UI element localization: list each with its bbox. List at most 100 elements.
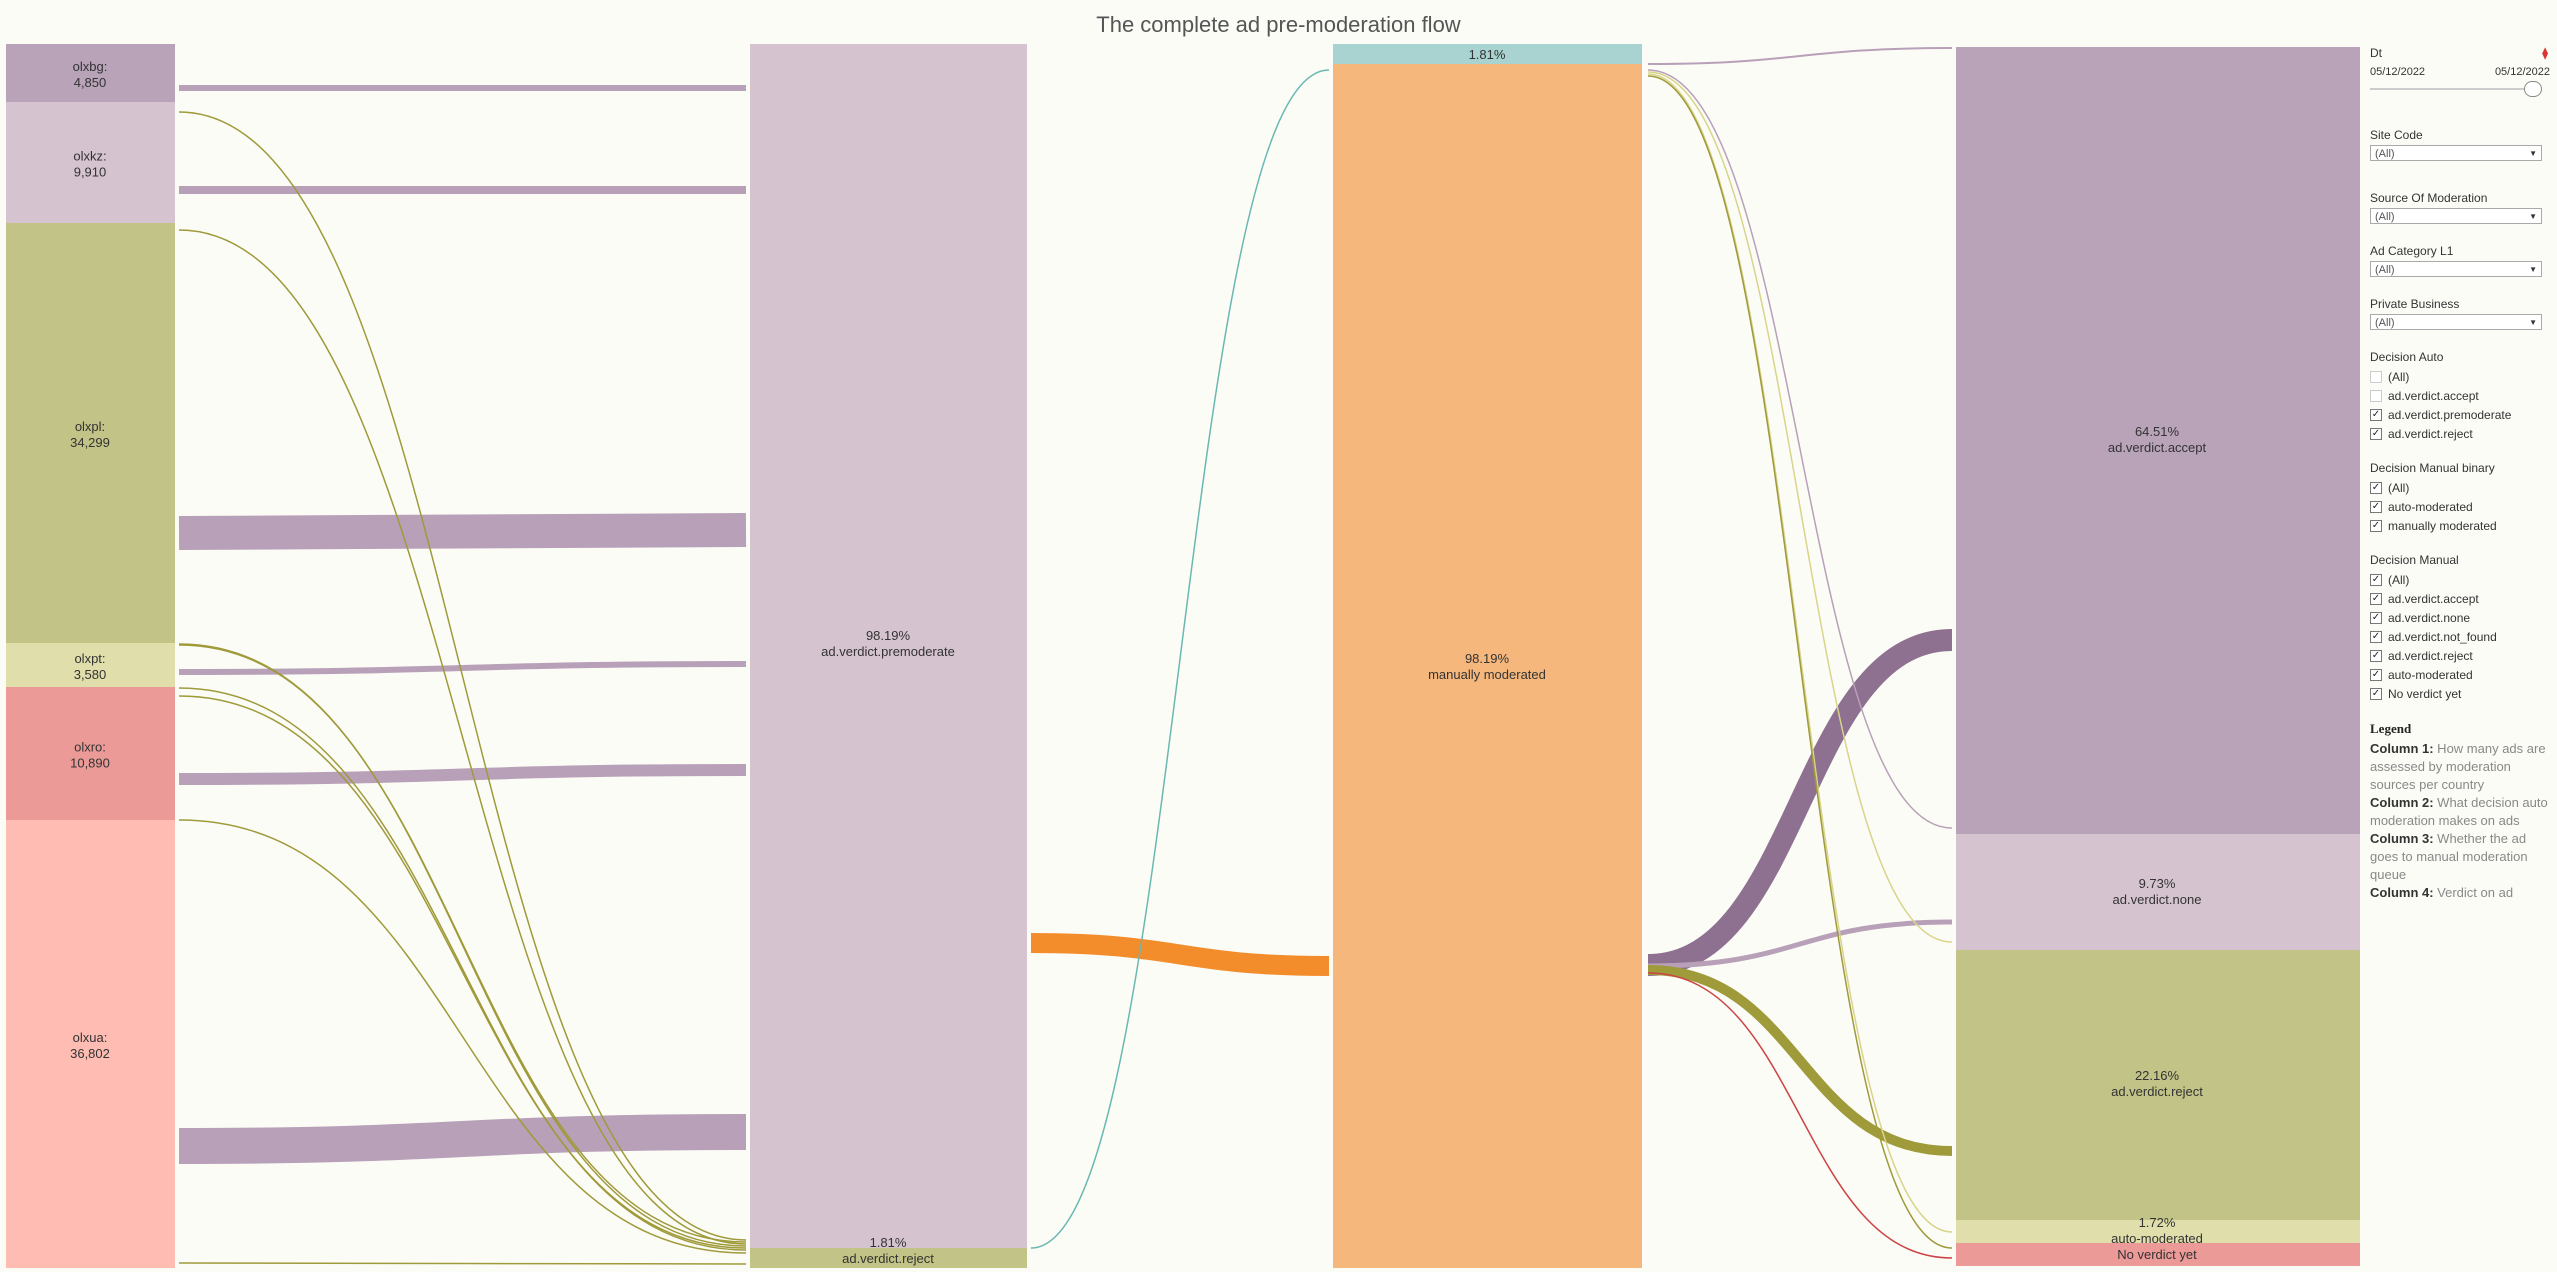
dt-slider-handle[interactable]	[2524, 81, 2542, 97]
node-label-none: 9.73% ad.verdict.none	[2113, 876, 2202, 907]
decision-manual-option[interactable]: ✓ No verdict yet	[2370, 684, 2550, 703]
source-of-moderation-label: Source Of Moderation	[2370, 191, 2488, 205]
link-reject-auto	[1030, 69, 1330, 1249]
decision-manual-option-label: ad.verdict.none	[2388, 610, 2471, 625]
decision-manual-option-label: ad.verdict.reject	[2388, 648, 2473, 663]
link-manual-reject	[1647, 965, 1953, 1156]
link-olxua-premoderate	[178, 1114, 747, 1164]
node-label-manually_moderated: 98.19% manually moderated	[1428, 651, 1546, 682]
checkbox-unchecked-icon[interactable]	[2370, 389, 2382, 402]
decision-manual-option[interactable]: ✓ ad.verdict.none	[2370, 608, 2550, 627]
link-country-reject	[178, 819, 747, 1254]
dt-filter: Dt ⧫ 05/12/2022 05/12/2022	[2370, 46, 2550, 128]
node-olxkz[interactable]	[6, 102, 175, 223]
site-code-dropdown[interactable]: (All) ▼	[2370, 145, 2542, 161]
decision-manual-binary-option-label: auto-moderated	[2388, 499, 2473, 514]
dropdown-arrow-icon: ▼	[2529, 318, 2537, 327]
node-reject_c4[interactable]	[1956, 950, 2360, 1220]
source-of-moderation-dropdown[interactable]: (All) ▼	[2370, 208, 2542, 224]
checkbox-checked-icon[interactable]: ✓	[2370, 427, 2382, 440]
decision-manual-option[interactable]: ✓ ad.verdict.not_found	[2370, 627, 2550, 646]
legend-title: Legend	[2370, 721, 2412, 736]
private-business-value: (All)	[2375, 317, 2395, 329]
decision-auto-option-label: (All)	[2388, 369, 2410, 384]
decision-manual-binary-option[interactable]: ✓ (All)	[2370, 478, 2550, 497]
decision-manual-option[interactable]: ✓ ad.verdict.reject	[2370, 646, 2550, 665]
checkbox-unchecked-icon[interactable]	[2370, 370, 2382, 383]
node-no_verdict[interactable]	[1956, 1243, 2360, 1266]
decision-manual-option-label: (All)	[2388, 572, 2410, 587]
checkbox-checked-icon[interactable]: ✓	[2370, 481, 2382, 494]
decision-manual-option[interactable]: ✓ auto-moderated	[2370, 665, 2550, 684]
node-label-olxpt: olxpt: 3,580	[74, 651, 107, 682]
dropdown-arrow-icon: ▼	[2529, 265, 2537, 274]
node-auto_moderated_c4[interactable]	[1956, 1220, 2360, 1243]
site-code-value: (All)	[2375, 148, 2395, 160]
decision-manual-option[interactable]: ✓ (All)	[2370, 570, 2550, 589]
decision-manual-binary-label: Decision Manual binary	[2370, 461, 2495, 475]
dt-slider[interactable]	[2370, 81, 2542, 97]
node-olxbg[interactable]	[6, 44, 175, 102]
link-auto-accept	[1647, 47, 1953, 65]
dt-filter-label: Dt	[2370, 46, 2382, 60]
site-code-label: Site Code	[2370, 128, 2423, 142]
link-auto-to-col4	[1647, 71, 1953, 943]
checkbox-checked-icon[interactable]: ✓	[2370, 573, 2382, 586]
checkbox-checked-icon[interactable]: ✓	[2370, 611, 2382, 624]
private-business-label: Private Business	[2370, 297, 2460, 311]
link-auto-to-col4	[1647, 73, 1953, 1233]
decision-manual-binary-option[interactable]: ✓ manually moderated	[2370, 516, 2550, 535]
checkbox-checked-icon[interactable]: ✓	[2370, 668, 2382, 681]
dt-to-date[interactable]: 05/12/2022	[2494, 66, 2550, 78]
clear-filter-icon[interactable]: ⧫	[2542, 46, 2548, 60]
decision-auto-filter: Decision Auto (All) ad.verdict.accept ✓ ad.…	[2370, 350, 2550, 443]
node-manually_moderated[interactable]	[1333, 64, 1642, 1268]
checkbox-checked-icon[interactable]: ✓	[2370, 519, 2382, 532]
checkbox-checked-icon[interactable]: ✓	[2370, 408, 2382, 421]
checkbox-checked-icon[interactable]: ✓	[2370, 500, 2382, 513]
link-olxpt-premoderate	[178, 661, 747, 675]
node-olxpt[interactable]	[6, 643, 175, 687]
node-none[interactable]	[1956, 834, 2360, 950]
decision-manual-binary-option[interactable]: ✓ auto-moderated	[2370, 497, 2550, 516]
link-country-reject	[178, 695, 747, 1249]
node-label-olxbg: olxbg: 4,850	[73, 59, 108, 90]
decision-auto-option[interactable]: (All)	[2370, 367, 2550, 386]
decision-auto-option[interactable]: ad.verdict.accept	[2370, 386, 2550, 405]
node-olxro[interactable]	[6, 687, 175, 820]
private-business-dropdown[interactable]: (All) ▼	[2370, 314, 2542, 330]
link-auto-to-col4	[1647, 75, 1953, 1249]
link-premoderate-manual	[1030, 933, 1330, 976]
node-reject_c2[interactable]	[750, 1248, 1027, 1268]
link-auto-to-col4	[1647, 69, 1953, 829]
dt-from-date[interactable]: 05/12/2022	[2370, 66, 2426, 78]
checkbox-checked-icon[interactable]: ✓	[2370, 649, 2382, 662]
node-auto_moderated[interactable]	[1333, 44, 1642, 64]
checkbox-checked-icon[interactable]: ✓	[2370, 630, 2382, 643]
checkbox-checked-icon[interactable]: ✓	[2370, 687, 2382, 700]
node-label-olxua: olxua: 36,802	[70, 1030, 110, 1061]
dashboard-title: The complete ad pre-moderation flow	[1096, 12, 1461, 37]
sankey-diagram: olxbg: 4,850 olxkz: 9,910 olxpl: 34,299 olxpt:…	[6, 44, 2360, 1268]
node-label-olxkz: olxkz: 9,910	[73, 149, 106, 180]
ad-category-dropdown[interactable]: (All) ▼	[2370, 261, 2542, 277]
node-label-reject_c4: 22.16% ad.verdict.reject	[2111, 1068, 2203, 1099]
decision-manual-option[interactable]: ✓ ad.verdict.accept	[2370, 589, 2550, 608]
decision-manual-option-label: auto-moderated	[2388, 667, 2473, 682]
node-label-no_verdict: No verdict yet	[2117, 1247, 2197, 1262]
ad-category-value: (All)	[2375, 264, 2395, 276]
node-label-auto_moderated_c4: 1.72% auto-moderated	[2111, 1215, 2203, 1246]
legend-line: Column 2: What decision auto moderation …	[2370, 795, 2548, 828]
link-country-reject	[178, 1262, 747, 1265]
link-country-reject	[178, 111, 747, 1241]
checkbox-checked-icon[interactable]: ✓	[2370, 592, 2382, 605]
decision-auto-option[interactable]: ✓ ad.verdict.reject	[2370, 424, 2550, 443]
node-olxua[interactable]	[6, 820, 175, 1268]
dropdown-arrow-icon: ▼	[2529, 149, 2537, 158]
link-manual-none	[1647, 919, 1953, 969]
node-olxpl[interactable]	[6, 223, 175, 643]
node-premoderate[interactable]	[750, 44, 1027, 1248]
legend-line: Column 1: How many ads are assessed by m…	[2370, 741, 2546, 792]
node-accept[interactable]	[1956, 47, 2360, 834]
decision-auto-option[interactable]: ✓ ad.verdict.premoderate	[2370, 405, 2550, 424]
